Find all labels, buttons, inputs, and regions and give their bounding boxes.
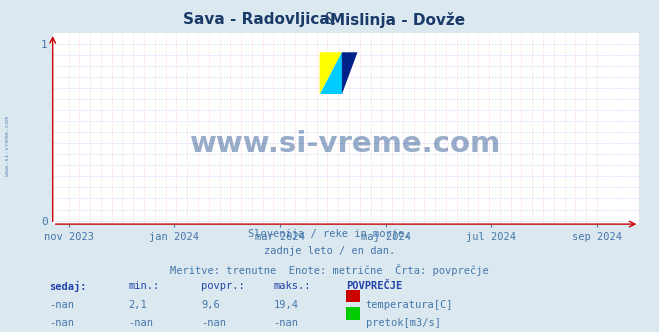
Polygon shape [320, 52, 342, 94]
Text: temperatura[C]: temperatura[C] [366, 300, 453, 310]
Text: -nan: -nan [201, 318, 226, 328]
Text: min.:: min.: [129, 281, 159, 290]
Text: -nan: -nan [273, 318, 299, 328]
Text: sedaj:: sedaj: [49, 281, 87, 291]
Text: maks.:: maks.: [273, 281, 311, 290]
Text: &: & [318, 12, 341, 27]
Text: Sava - Radovljica: Sava - Radovljica [183, 12, 330, 27]
Text: pretok[m3/s]: pretok[m3/s] [366, 318, 441, 328]
Text: www.si-vreme.com: www.si-vreme.com [190, 130, 501, 158]
Text: Slovenija / reke in morje.: Slovenija / reke in morje. [248, 229, 411, 239]
Text: Mislinja - Dovže: Mislinja - Dovže [330, 12, 465, 28]
Polygon shape [342, 52, 357, 94]
Text: Meritve: trenutne  Enote: metrične  Črta: povprečje: Meritve: trenutne Enote: metrične Črta: … [170, 264, 489, 276]
Text: -nan: -nan [49, 318, 74, 328]
Polygon shape [320, 52, 342, 94]
Text: POVPREČJE: POVPREČJE [346, 281, 402, 290]
Text: 9,6: 9,6 [201, 300, 219, 310]
Text: 2,1: 2,1 [129, 300, 147, 310]
Text: zadnje leto / en dan.: zadnje leto / en dan. [264, 246, 395, 256]
Text: povpr.:: povpr.: [201, 281, 244, 290]
Text: -nan: -nan [49, 300, 74, 310]
Text: www.si-vreme.com: www.si-vreme.com [5, 116, 11, 176]
Text: 19,4: 19,4 [273, 300, 299, 310]
Text: -nan: -nan [129, 318, 154, 328]
